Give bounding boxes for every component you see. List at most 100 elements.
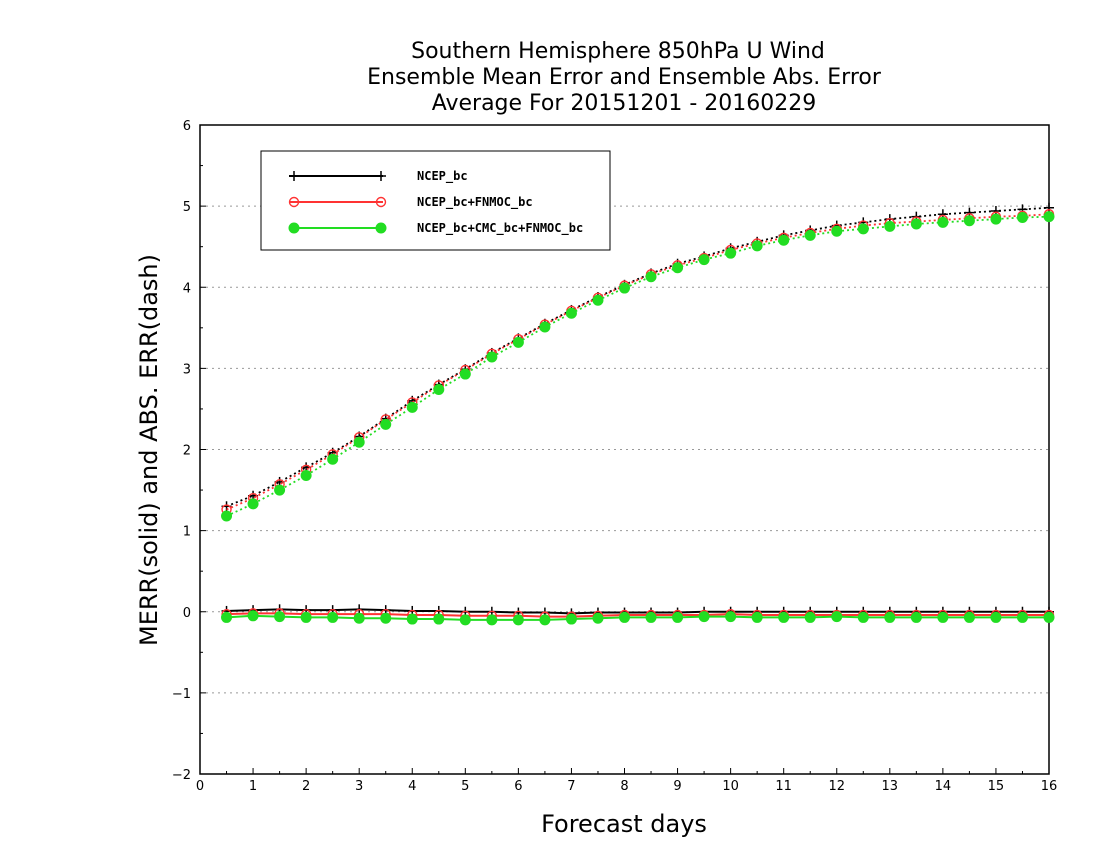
x-tick-label: 0 bbox=[196, 779, 204, 794]
abs-err-point bbox=[857, 223, 869, 235]
x-tick-label: 14 bbox=[935, 779, 952, 794]
x-tick-label: 12 bbox=[828, 779, 845, 794]
x-tick-label: 5 bbox=[461, 779, 469, 794]
abs-err-point bbox=[725, 247, 737, 259]
legend-items: NCEP_bc NCEP_bc+FNMOC_bc NCEP_bc+CMC_bc+FN… bbox=[288, 169, 583, 236]
merr-point bbox=[619, 611, 630, 623]
x-tick-label: 15 bbox=[988, 779, 1005, 794]
merr-point bbox=[725, 611, 737, 623]
legend-item: NCEP_bc bbox=[289, 169, 468, 184]
merr-line bbox=[226, 608, 1049, 615]
abs-err-point bbox=[406, 401, 418, 413]
abs-err-point bbox=[486, 351, 498, 363]
legend-item: NCEP_bc+FNMOC_bc bbox=[288, 195, 533, 210]
y-tick-label: 6 bbox=[183, 119, 191, 134]
abs-err-point bbox=[247, 498, 259, 510]
abs-err-point bbox=[884, 220, 896, 232]
abs-err-point bbox=[751, 240, 763, 252]
legend: NCEP_bc NCEP_bc+FNMOC_bc NCEP_bc+CMC_bc+FN… bbox=[260, 150, 611, 251]
y-axis-label: MERR(solid) and ABS. ERR(dash) bbox=[135, 254, 163, 646]
merr-point bbox=[300, 611, 312, 623]
abs-err-point bbox=[433, 383, 445, 395]
abs-err-point bbox=[778, 234, 790, 246]
legend-marker bbox=[376, 171, 386, 181]
axis-ticks bbox=[199, 124, 1050, 775]
abs-err-point bbox=[512, 336, 524, 348]
abs-err-point bbox=[1043, 211, 1055, 223]
merr-line bbox=[226, 614, 1049, 621]
legend-box bbox=[260, 150, 611, 251]
y-tick-label: 4 bbox=[183, 281, 191, 296]
x-tick-label: 1 bbox=[249, 779, 257, 794]
abs-err-point bbox=[963, 215, 975, 227]
abs-err-point bbox=[592, 294, 604, 306]
series-3 bbox=[221, 211, 1055, 626]
abs-err-point bbox=[565, 307, 577, 319]
abs-err-point bbox=[221, 510, 233, 522]
merr-point bbox=[963, 611, 975, 623]
merr-point bbox=[274, 611, 286, 623]
y-tick-label: 1 bbox=[183, 525, 191, 540]
merr-point bbox=[698, 611, 710, 623]
y-tick-label: 3 bbox=[183, 362, 191, 377]
x-tick-label: 10 bbox=[722, 779, 739, 794]
x-tick-label: 9 bbox=[673, 779, 681, 794]
merr-point bbox=[380, 612, 392, 624]
legend-marker bbox=[288, 196, 300, 208]
merr-point bbox=[672, 611, 684, 623]
merr-point bbox=[512, 614, 524, 626]
series-1 bbox=[221, 202, 1054, 619]
merr-point bbox=[221, 611, 233, 623]
legend-marker bbox=[375, 196, 387, 208]
merr-point bbox=[539, 614, 551, 626]
merr-point bbox=[459, 614, 471, 626]
merr-point bbox=[804, 611, 816, 623]
merr-point bbox=[592, 612, 604, 624]
y-tick-label: −1 bbox=[172, 687, 191, 702]
abs-err-point bbox=[380, 418, 392, 430]
series-2 bbox=[221, 209, 1055, 622]
merr-point bbox=[1016, 611, 1028, 623]
abs-err-point bbox=[910, 218, 922, 230]
series bbox=[221, 202, 1055, 626]
merr-point bbox=[433, 613, 445, 625]
abs-err-point bbox=[1044, 202, 1054, 213]
legend-item: NCEP_bc+CMC_bc+FNMOC_bc bbox=[288, 221, 583, 236]
x-axis-label: Forecast days bbox=[541, 810, 707, 838]
merr-point bbox=[353, 612, 365, 624]
abs-err-point bbox=[698, 254, 710, 266]
title-line-1: Southern Hemisphere 850hPa U Wind bbox=[411, 39, 825, 64]
merr-point bbox=[857, 611, 869, 623]
y-tick-label: 2 bbox=[183, 444, 191, 459]
merr-point bbox=[937, 611, 949, 623]
y-tick-label: −2 bbox=[172, 768, 191, 783]
x-tick-label: 4 bbox=[408, 779, 416, 794]
merr-point bbox=[990, 611, 1002, 623]
x-tick-label: 7 bbox=[567, 779, 575, 794]
merr-point bbox=[884, 611, 896, 623]
merr-point bbox=[486, 614, 498, 626]
x-tick-label: 13 bbox=[882, 779, 899, 794]
abs-err-point bbox=[274, 484, 286, 496]
x-tick-label: 11 bbox=[775, 779, 792, 794]
x-tick-label: 6 bbox=[514, 779, 522, 794]
merr-point bbox=[406, 613, 418, 625]
title-line-3: Average For 20151201 - 20160229 bbox=[432, 91, 817, 116]
x-tick-label: 3 bbox=[355, 779, 363, 794]
merr-point bbox=[778, 611, 790, 623]
abs-err-point bbox=[1016, 211, 1028, 223]
legend-marker bbox=[289, 171, 299, 181]
abs-err-line bbox=[226, 213, 1050, 511]
abs-err-point bbox=[990, 213, 1002, 225]
merr-point bbox=[751, 611, 763, 623]
y-tick-label: 5 bbox=[183, 200, 191, 215]
legend-label: NCEP_bc+CMC_bc+FNMOC_bc bbox=[417, 221, 583, 236]
merr-point bbox=[247, 610, 259, 622]
abs-err-point bbox=[459, 368, 471, 380]
legend-label: NCEP_bc bbox=[417, 169, 468, 184]
merr-line bbox=[226, 612, 1049, 618]
merr-point bbox=[327, 611, 339, 623]
abs-err-point bbox=[831, 225, 843, 237]
legend-marker bbox=[375, 222, 387, 234]
